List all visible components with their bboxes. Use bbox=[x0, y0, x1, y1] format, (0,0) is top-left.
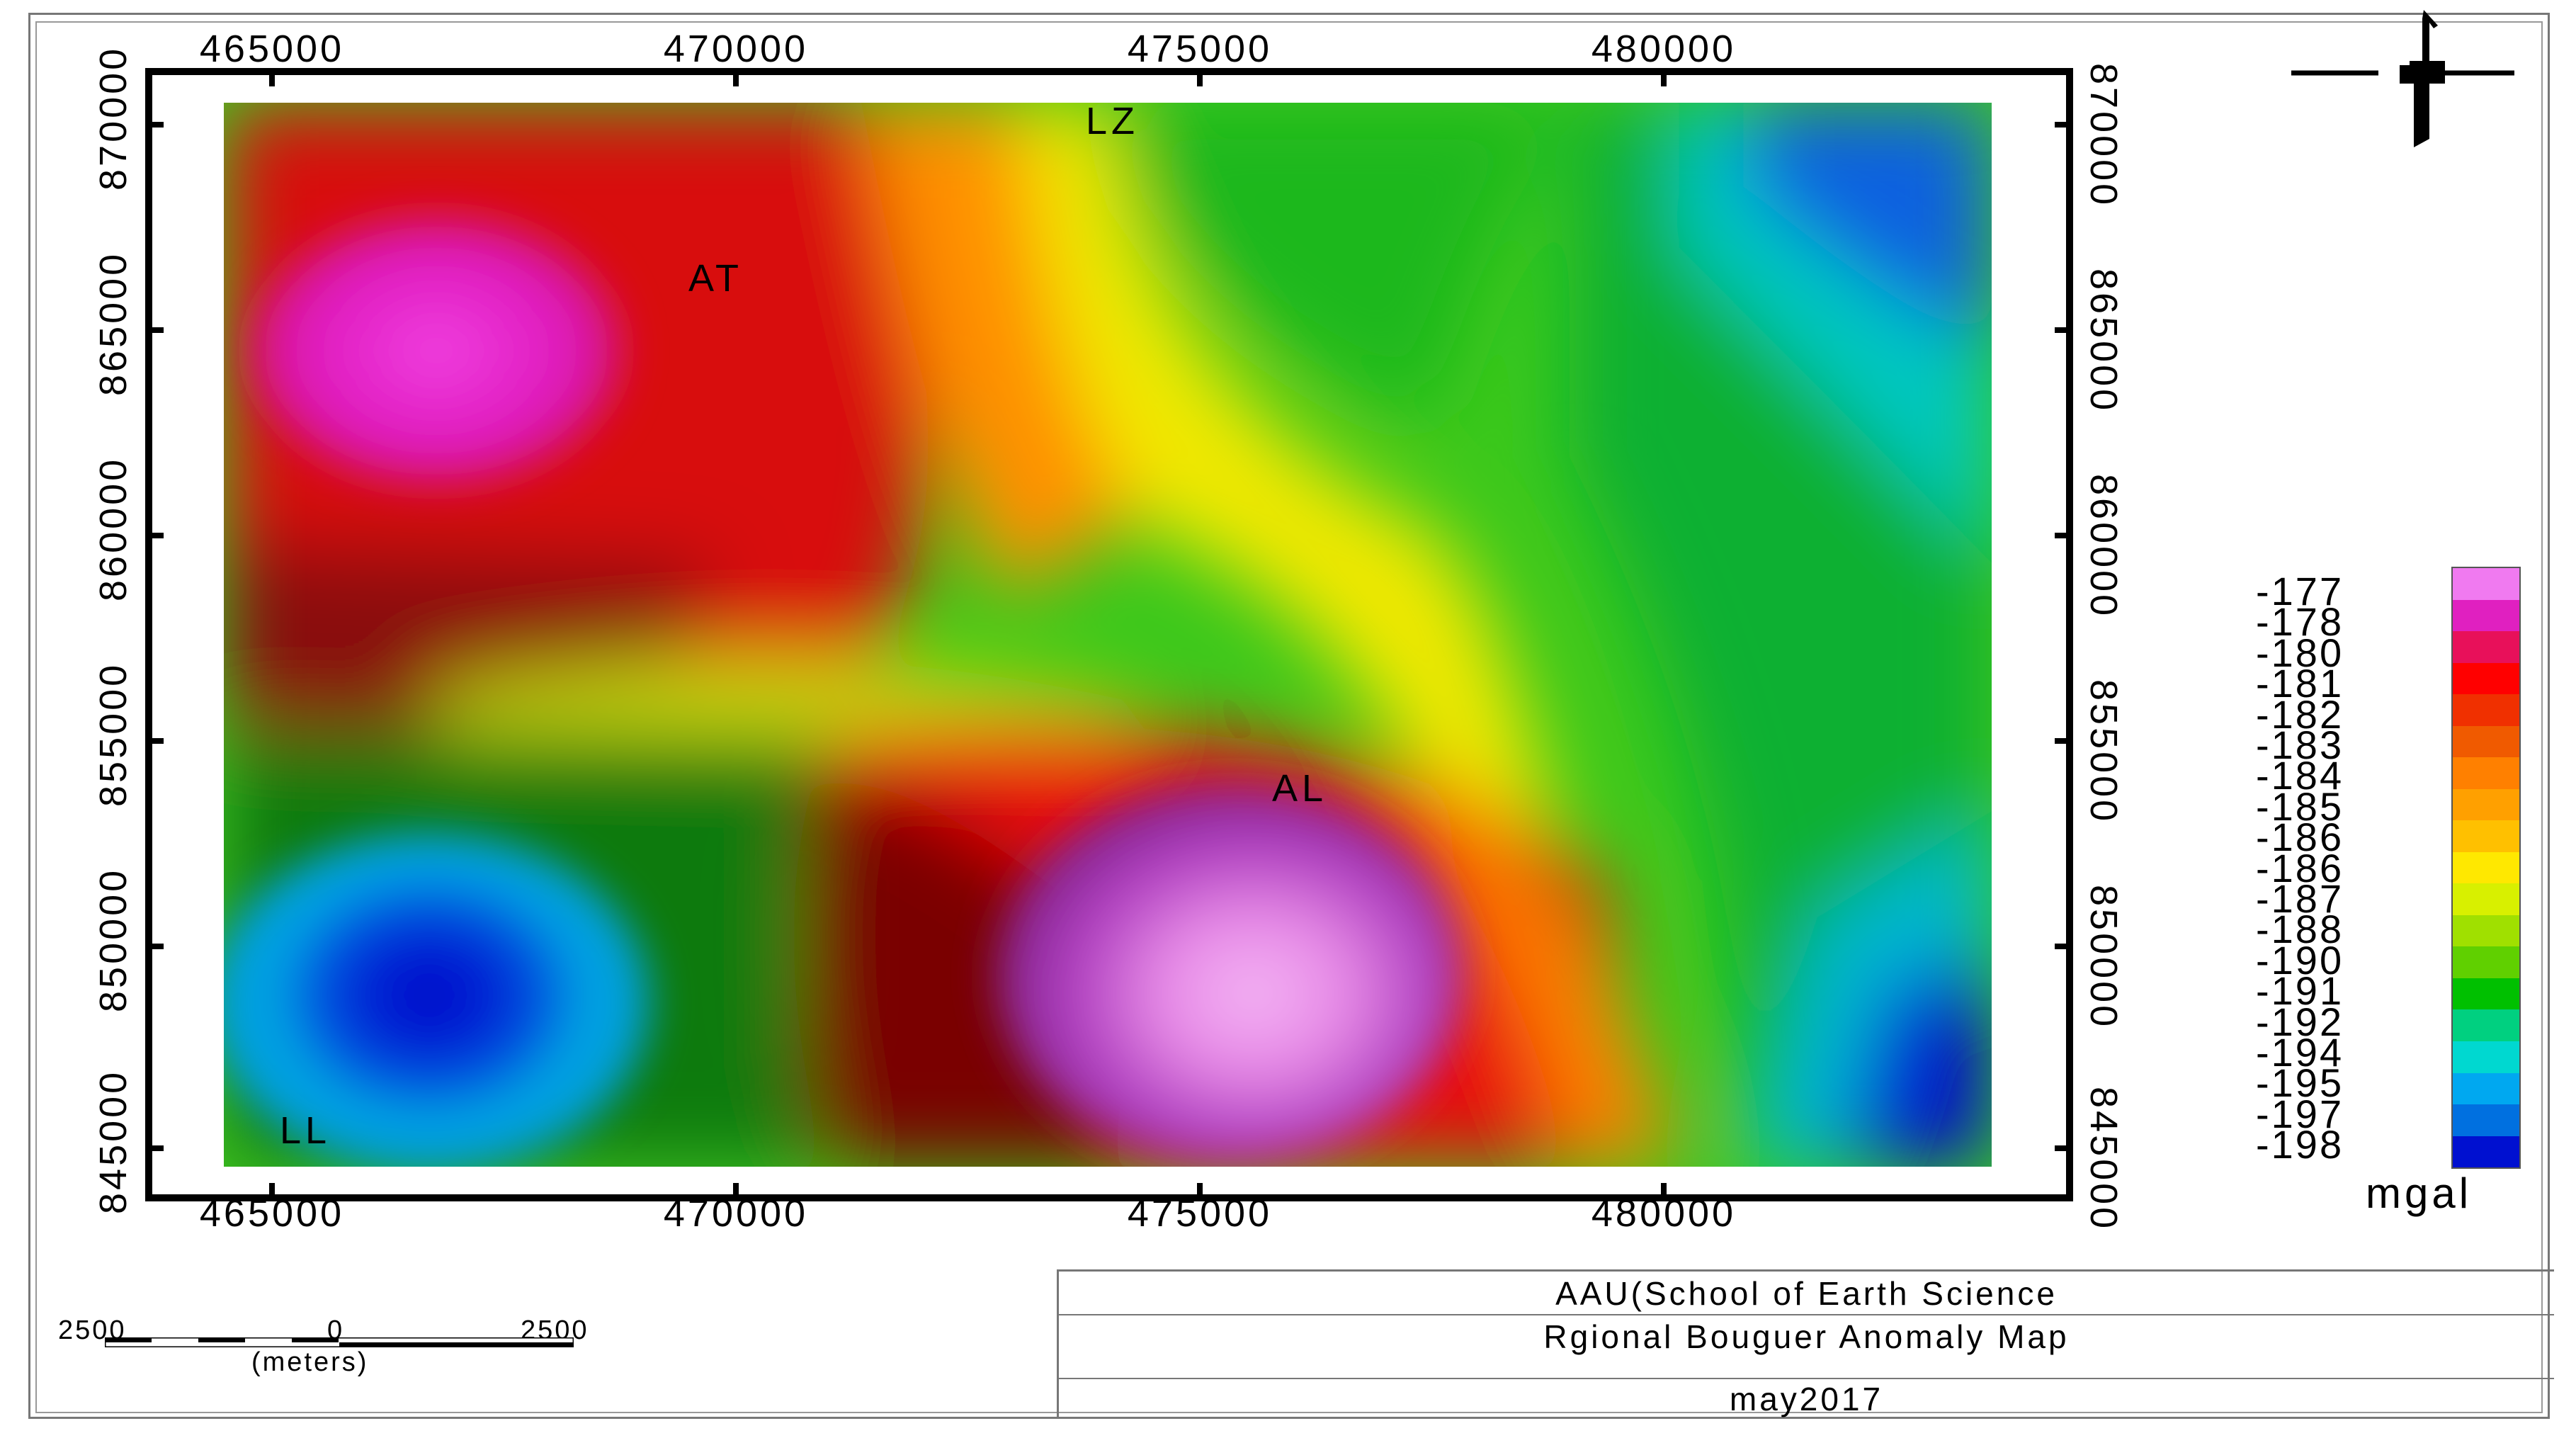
anomaly-surface bbox=[224, 103, 1992, 1167]
scale-bar bbox=[105, 1337, 574, 1347]
legend-swatch bbox=[2453, 599, 2519, 632]
y-tick-left-865000 bbox=[145, 327, 164, 333]
x-label-bottom-475000: 475000 bbox=[1127, 1192, 1273, 1235]
y-label-right-870000: 870000 bbox=[2082, 63, 2125, 208]
y-tick-right-855000 bbox=[2055, 738, 2073, 744]
legend-swatch bbox=[2453, 631, 2519, 663]
x-label-bottom-470000: 470000 bbox=[663, 1192, 809, 1235]
legend-swatch bbox=[2453, 1136, 2519, 1168]
y-tick-left-870000 bbox=[145, 122, 164, 128]
legend-value-label: -187 bbox=[2256, 876, 2344, 921]
legend-swatch bbox=[2453, 1072, 2519, 1105]
legend-value-label: -177 bbox=[2256, 569, 2344, 613]
y-label-left-855000: 855000 bbox=[92, 662, 135, 807]
legend-value-label: -186 bbox=[2256, 846, 2344, 890]
legend-swatch bbox=[2453, 1041, 2519, 1073]
x-tick-bottom-465000 bbox=[269, 1183, 275, 1201]
y-tick-right-845000 bbox=[2055, 1145, 2073, 1151]
legend-swatch bbox=[2453, 694, 2519, 726]
legend-value-label: -180 bbox=[2256, 630, 2344, 675]
x-label-top-465000: 465000 bbox=[199, 28, 345, 70]
site-label-ll: LL bbox=[280, 1109, 331, 1152]
y-label-left-865000: 865000 bbox=[92, 251, 135, 396]
y-label-left-845000: 845000 bbox=[92, 1069, 135, 1214]
y-label-right-845000: 845000 bbox=[2082, 1087, 2125, 1232]
y-label-right-855000: 855000 bbox=[2082, 679, 2125, 825]
legend-swatch bbox=[2453, 1104, 2519, 1136]
y-label-right-850000: 850000 bbox=[2082, 885, 2125, 1030]
legend-swatch bbox=[2453, 757, 2519, 789]
x-label-top-475000: 475000 bbox=[1127, 28, 1273, 70]
legend-unit: mgal bbox=[2366, 1170, 2473, 1217]
legend-swatch bbox=[2453, 725, 2519, 758]
legend-value-label: -197 bbox=[2256, 1092, 2344, 1136]
y-label-left-860000: 860000 bbox=[92, 456, 135, 601]
y-tick-left-850000 bbox=[145, 944, 164, 949]
x-tick-top-475000 bbox=[1197, 68, 1203, 86]
legend-swatch bbox=[2453, 946, 2519, 978]
site-label-al: AL bbox=[1272, 767, 1328, 810]
y-label-left-870000: 870000 bbox=[92, 45, 135, 191]
legend-swatch bbox=[2453, 978, 2519, 1010]
legend-value-label: -184 bbox=[2256, 753, 2344, 798]
title-block-date: may2017 bbox=[1729, 1381, 1884, 1417]
title-block: AAU(School of Earth Science Rgional Boug… bbox=[1057, 1269, 2554, 1417]
legend-swatch bbox=[2453, 568, 2519, 600]
x-label-top-470000: 470000 bbox=[663, 28, 809, 70]
legend-swatch bbox=[2453, 788, 2519, 821]
x-tick-bottom-470000 bbox=[733, 1183, 739, 1201]
legend-value-label: -190 bbox=[2256, 938, 2344, 983]
legend-swatch bbox=[2453, 915, 2519, 947]
x-label-bottom-465000: 465000 bbox=[199, 1192, 345, 1235]
scale-unit-label: (meters) bbox=[251, 1347, 369, 1377]
legend-value-label: -186 bbox=[2256, 815, 2344, 859]
legend-value-label: -188 bbox=[2256, 907, 2344, 951]
x-tick-top-470000 bbox=[733, 68, 739, 86]
legend-value-label: -191 bbox=[2256, 968, 2344, 1013]
y-tick-left-845000 bbox=[145, 1145, 164, 1151]
y-label-right-865000: 865000 bbox=[2082, 268, 2125, 414]
legend-value-label: -181 bbox=[2256, 661, 2344, 706]
legend-value-label: -182 bbox=[2256, 692, 2344, 737]
map-frame bbox=[145, 68, 2073, 1201]
legend-color-bar bbox=[2451, 567, 2521, 1169]
y-label-right-860000: 860000 bbox=[2082, 474, 2125, 619]
y-tick-right-865000 bbox=[2055, 327, 2073, 333]
legend-value-label: -198 bbox=[2256, 1122, 2344, 1167]
inner-frame bbox=[35, 21, 2543, 1413]
y-tick-left-855000 bbox=[145, 738, 164, 744]
legend-value-label: -185 bbox=[2256, 784, 2344, 829]
legend-swatch bbox=[2453, 883, 2519, 915]
legend-value-label: -192 bbox=[2256, 1000, 2344, 1044]
north-arrow-icon bbox=[2291, 10, 2514, 147]
legend-value-label: -183 bbox=[2256, 723, 2344, 767]
y-label-left-850000: 850000 bbox=[92, 867, 135, 1012]
y-tick-right-860000 bbox=[2055, 533, 2073, 538]
legend-value-label: -195 bbox=[2256, 1060, 2344, 1105]
site-label-at: AT bbox=[688, 257, 743, 300]
legend-value-label: -194 bbox=[2256, 1030, 2344, 1075]
x-tick-top-465000 bbox=[269, 68, 275, 86]
legend-value-label: -178 bbox=[2256, 599, 2344, 644]
x-tick-bottom-480000 bbox=[1661, 1183, 1667, 1201]
y-tick-right-870000 bbox=[2055, 122, 2073, 128]
title-block-organization: AAU(School of Earth Science bbox=[1059, 1272, 2554, 1315]
legend-swatch bbox=[2453, 662, 2519, 695]
y-tick-right-850000 bbox=[2055, 944, 2073, 949]
outer-frame bbox=[28, 13, 2550, 1419]
legend-swatch bbox=[2453, 851, 2519, 884]
legend-swatch bbox=[2453, 1009, 2519, 1041]
x-tick-top-480000 bbox=[1661, 68, 1667, 86]
y-tick-left-860000 bbox=[145, 533, 164, 538]
site-label-lz: LZ bbox=[1086, 100, 1140, 142]
x-label-bottom-480000: 480000 bbox=[1591, 1192, 1737, 1235]
x-tick-bottom-475000 bbox=[1197, 1183, 1203, 1201]
x-label-top-480000: 480000 bbox=[1591, 28, 1737, 70]
legend-swatch bbox=[2453, 820, 2519, 852]
title-block-title: Rgional Bouguer Anomaly Map bbox=[1059, 1315, 2554, 1379]
anomaly-map-canvas bbox=[224, 103, 1992, 1167]
